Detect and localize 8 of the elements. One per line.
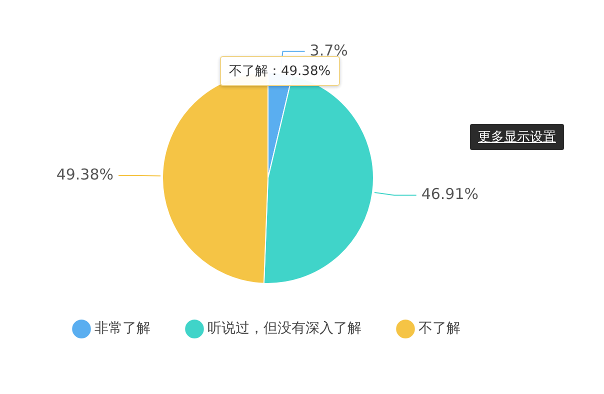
data-label: 46.91% xyxy=(421,185,479,204)
legend-label: 不了解 xyxy=(418,320,460,337)
text: 更多显示设置 xyxy=(470,124,564,150)
legend-label: 听说过，但没有深入了解 xyxy=(208,320,362,337)
data-label: 3.7% xyxy=(310,41,348,60)
data-label: 49.38% xyxy=(56,165,114,184)
legend-label: 非常了解 xyxy=(94,320,150,337)
text: 不了解：49.38% xyxy=(229,64,331,79)
